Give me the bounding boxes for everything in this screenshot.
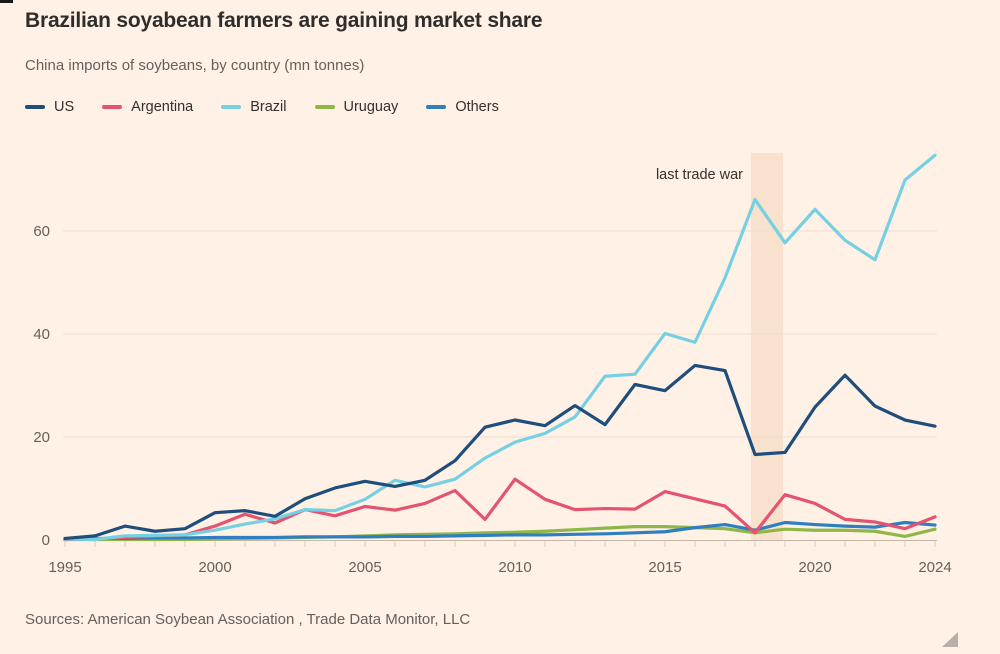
y-tick-label-0: 0 bbox=[42, 532, 50, 549]
legend-label: Others bbox=[455, 99, 499, 115]
legend-label: Uruguay bbox=[343, 99, 399, 115]
sources-note: Sources: American Soybean Association , … bbox=[25, 611, 471, 628]
x-tick-label-2005: 2005 bbox=[348, 559, 381, 576]
x-tick-label-1995: 1995 bbox=[48, 559, 81, 576]
legend-label: US bbox=[54, 99, 75, 115]
corner-triangle-icon bbox=[942, 632, 958, 647]
legend-item-us: US bbox=[25, 99, 74, 115]
resize-handle-icon[interactable] bbox=[938, 630, 960, 648]
series-line-brazil bbox=[63, 153, 937, 542]
x-tick-label-2000: 2000 bbox=[198, 559, 231, 576]
legend-swatch-others bbox=[426, 105, 447, 109]
y-tick-label-60: 60 bbox=[33, 223, 50, 240]
chart-subtitle: China imports of soybeans, by country (m… bbox=[25, 57, 365, 74]
series-line-others bbox=[63, 520, 937, 541]
legend-item-argentina: Argentina bbox=[102, 99, 193, 115]
x-tick-label-2024: 2024 bbox=[918, 559, 951, 576]
x-tick-label-2020: 2020 bbox=[798, 559, 831, 576]
legend-swatch-brazil bbox=[221, 105, 242, 109]
legend-swatch-uruguay bbox=[314, 105, 335, 109]
y-tick-label-40: 40 bbox=[33, 326, 50, 343]
trade-war-band bbox=[751, 153, 783, 540]
legend-item-brazil: Brazil bbox=[221, 99, 287, 115]
x-tick-label-2010: 2010 bbox=[498, 559, 531, 576]
chart-title: Brazilian soyabean farmers are gaining m… bbox=[25, 9, 543, 32]
series-line-us bbox=[63, 363, 937, 541]
chart-legend: US Argentina Brazil Uruguay Others bbox=[25, 99, 527, 115]
series-line-argentina bbox=[63, 477, 937, 542]
legend-item-others: Others bbox=[426, 99, 499, 115]
legend-label: Argentina bbox=[131, 99, 194, 115]
top-left-mark bbox=[0, 0, 13, 3]
legend-swatch-argentina bbox=[102, 105, 123, 109]
y-tick-label-20: 20 bbox=[33, 429, 50, 446]
line-chart: 0 20 40 60 1995 2000 2005 2010 2015 2020 2024 last … bbox=[33, 153, 952, 576]
legend-item-uruguay: Uruguay bbox=[314, 99, 399, 115]
legend-label: Brazil bbox=[250, 99, 287, 115]
legend-swatch-us bbox=[25, 105, 45, 109]
annotation-last-trade-war: last trade war bbox=[656, 167, 743, 183]
x-tick-label-2015: 2015 bbox=[648, 559, 681, 576]
